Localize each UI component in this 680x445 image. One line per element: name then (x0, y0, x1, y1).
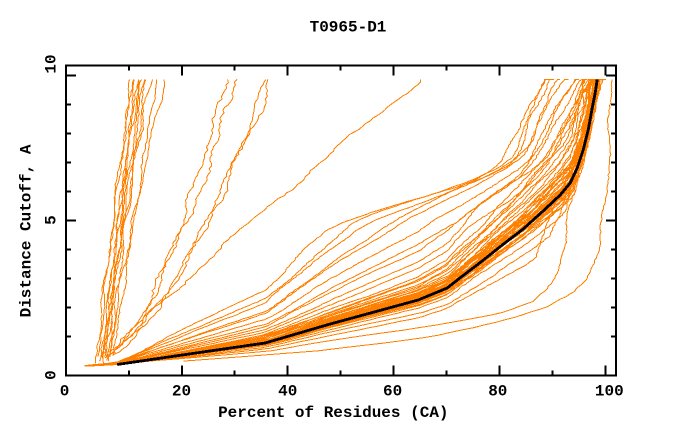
svg-text:T0965-D1: T0965-D1 (310, 19, 387, 37)
svg-text:20: 20 (172, 383, 191, 401)
svg-text:100: 100 (595, 383, 624, 401)
svg-text:60: 60 (383, 383, 402, 401)
svg-text:Distance Cutoff, A: Distance Cutoff, A (17, 144, 35, 317)
svg-text:Percent of Residues (CA): Percent of Residues (CA) (218, 404, 448, 422)
svg-text:80: 80 (488, 383, 507, 401)
svg-text:5: 5 (43, 215, 61, 225)
svg-text:10: 10 (43, 54, 61, 73)
svg-text:40: 40 (278, 383, 297, 401)
svg-text:0: 0 (60, 383, 70, 401)
svg-text:0: 0 (43, 370, 61, 380)
